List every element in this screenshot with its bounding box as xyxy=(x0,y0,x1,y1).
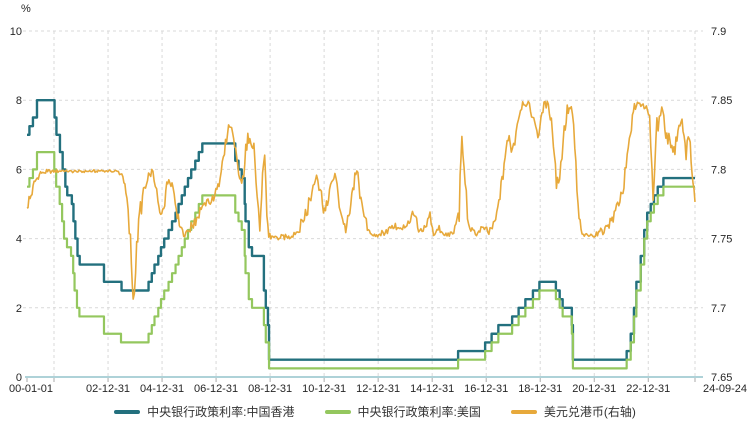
legend-label-hk: 中央银行政策利率:中国香港 xyxy=(147,405,295,419)
legend-swatch-fx xyxy=(510,409,537,414)
y-axis-label-right: 7.85 xyxy=(711,95,732,107)
series-line-us xyxy=(27,151,695,370)
legend-swatch-hk xyxy=(114,409,141,414)
x-axis-label: 22-12-31 xyxy=(626,383,670,395)
legend-item-usd-hkd[interactable]: 美元兑港币(右轴) xyxy=(510,403,636,420)
series-line-fx xyxy=(26,100,696,300)
y-axis-label-right: 7.65 xyxy=(711,372,732,384)
x-axis-label: 24-09-24 xyxy=(703,383,747,395)
y-axis-label-right: 7.75 xyxy=(711,234,732,246)
legend-swatch-us xyxy=(324,409,351,414)
x-axis-label: 14-12-31 xyxy=(410,383,454,395)
x-axis-label: 12-12-31 xyxy=(356,383,400,395)
series-line-hk xyxy=(27,99,695,361)
legend-label-us: 中央银行政策利率:美国 xyxy=(357,405,481,419)
x-axis-label: 00-01-01 xyxy=(9,383,53,395)
y-axis-label-right: 7.7 xyxy=(711,303,726,315)
y-axis-label-left: 0 xyxy=(16,372,22,384)
x-axis-label: 18-12-31 xyxy=(518,383,562,395)
chart-legend: 中央银行政策利率:中国香港 中央银行政策利率:美国 美元兑港币(右轴) xyxy=(0,403,750,420)
legend-item-hk-policy-rate[interactable]: 中央银行政策利率:中国香港 xyxy=(114,403,295,420)
y-axis-label-right: 7.9 xyxy=(711,26,726,38)
y-axis-label-left: 4 xyxy=(16,234,22,246)
y-axis-label-left: 2 xyxy=(16,303,22,315)
x-axis-label: 10-12-31 xyxy=(302,383,346,395)
left-axis-unit-label: % xyxy=(21,3,31,15)
legend-label-fx: 美元兑港币(右轴) xyxy=(543,405,636,419)
y-axis-label-left: 8 xyxy=(16,95,22,107)
y-axis-label-left: 10 xyxy=(10,26,22,38)
x-axis-label: 20-12-31 xyxy=(572,383,616,395)
x-axis-label: 16-12-31 xyxy=(464,383,508,395)
x-axis-label: 04-12-31 xyxy=(140,383,184,395)
y-axis-label-left: 6 xyxy=(16,164,22,176)
x-axis-label: 02-12-31 xyxy=(86,383,130,395)
legend-item-us-policy-rate[interactable]: 中央银行政策利率:美国 xyxy=(324,403,481,420)
x-axis-label: 06-12-31 xyxy=(194,383,238,395)
x-axis-label: 08-12-31 xyxy=(248,383,292,395)
y-axis-label-right: 7.8 xyxy=(711,164,726,176)
